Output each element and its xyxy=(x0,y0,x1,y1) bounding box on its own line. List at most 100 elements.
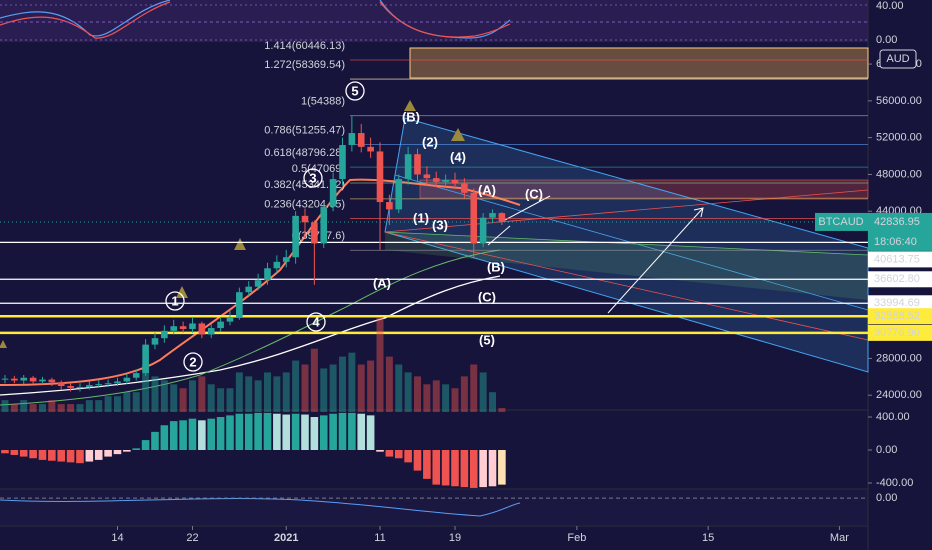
volume-bar xyxy=(479,372,487,412)
macd-bar xyxy=(498,450,506,485)
fan-line xyxy=(384,189,869,233)
wave-label: (1) xyxy=(413,210,429,225)
macd-bar xyxy=(207,418,216,450)
fib-label: 1.414(60446.13) xyxy=(264,40,345,52)
symbol-tag xyxy=(815,212,868,231)
oscillator-pane xyxy=(0,0,868,42)
x-tick-label: Feb xyxy=(567,532,586,544)
macd-bar xyxy=(319,415,328,450)
candle-body xyxy=(11,378,18,381)
macd-bar xyxy=(273,413,281,450)
volume-bar xyxy=(348,352,356,412)
macd-bar xyxy=(385,450,394,457)
candle-body xyxy=(498,213,506,222)
macd-bar xyxy=(29,450,37,459)
volume-bar xyxy=(376,317,384,412)
last-price-tag xyxy=(868,212,932,251)
candle-body xyxy=(395,179,403,210)
macd-bar xyxy=(188,418,197,450)
volume-bar xyxy=(20,400,28,412)
candle-body xyxy=(207,328,215,335)
macd-bar xyxy=(254,412,262,450)
macd-bar xyxy=(169,421,178,450)
x-tick-label: 14 xyxy=(111,532,123,544)
macd-bar xyxy=(441,450,450,486)
volume-bar xyxy=(160,380,168,412)
volume-bar xyxy=(498,408,506,412)
price-tag xyxy=(868,308,932,325)
wave-label: (A) xyxy=(478,182,496,197)
volume-bar xyxy=(451,388,459,412)
y-tick-label: 48000.00 xyxy=(876,168,922,180)
wave-circle xyxy=(345,81,365,101)
signal-marker xyxy=(176,286,188,298)
candle-body xyxy=(170,326,178,331)
projection-arrow xyxy=(504,195,551,221)
candle-body xyxy=(357,133,365,147)
lower-pane xyxy=(0,490,868,525)
signal-marker xyxy=(0,340,7,348)
volume-bar xyxy=(489,392,497,412)
oscillator-signal xyxy=(0,1,511,39)
volume-bar xyxy=(151,376,159,412)
macd-bar xyxy=(376,450,384,452)
candle-body xyxy=(470,192,478,244)
macd-bar xyxy=(198,420,206,450)
countdown: 18:06:40 xyxy=(874,236,917,248)
macd-bar xyxy=(423,450,431,479)
macd-bar xyxy=(310,417,319,450)
volume-bar xyxy=(301,364,309,412)
candle-body xyxy=(29,377,37,382)
fib-label: 0(39757.6) xyxy=(292,230,345,242)
signal-marker xyxy=(404,100,416,111)
candle-body xyxy=(123,377,131,382)
candle-body xyxy=(67,386,74,388)
volume-bar xyxy=(329,364,337,412)
macd-bar xyxy=(141,440,150,450)
macd-bar xyxy=(10,450,19,455)
volume-bar xyxy=(57,404,65,412)
macd-bar xyxy=(151,431,159,450)
macd-bar xyxy=(244,413,253,450)
y-tick-label: 56000.00 xyxy=(876,95,922,107)
candle-body xyxy=(339,145,346,180)
price-tag-label: 32588.52 xyxy=(874,310,920,322)
price-tag xyxy=(868,251,932,268)
wave-label: (4) xyxy=(450,149,466,164)
price-tag xyxy=(868,295,932,312)
fib-label: 0.786(51255.47) xyxy=(264,124,345,136)
macd-bar xyxy=(357,413,366,450)
candle-body xyxy=(95,384,103,386)
candle-body xyxy=(20,377,28,381)
candle-body xyxy=(39,379,46,382)
macd-bar xyxy=(469,450,478,488)
wave-circle xyxy=(165,291,185,311)
x-tick-label: 19 xyxy=(449,532,461,544)
macd-bar xyxy=(216,417,225,450)
macd-bar xyxy=(404,450,412,463)
candle-body xyxy=(451,179,459,184)
x-tick-label: 22 xyxy=(186,532,198,544)
volume-bar xyxy=(170,384,178,412)
parallel-channel xyxy=(384,117,869,373)
wave-label: 3 xyxy=(309,170,316,185)
volume-bar xyxy=(338,356,346,412)
volume-bar xyxy=(292,360,300,412)
macd-tick-label: -400.00 xyxy=(876,477,913,489)
volume-bar xyxy=(460,376,468,412)
volume-bar xyxy=(273,376,281,412)
wave-label: (C) xyxy=(478,289,496,304)
candle-body xyxy=(161,330,168,339)
macd-bar xyxy=(57,450,66,462)
y-tick-label: 24000.00 xyxy=(876,389,922,401)
macd-bar xyxy=(394,450,403,459)
candle-body xyxy=(76,386,84,388)
volume-bar xyxy=(29,404,37,412)
x-tick-label: Mar xyxy=(830,532,849,544)
price-tag xyxy=(868,324,932,341)
signal-marker xyxy=(234,238,246,250)
wave-label: (C) xyxy=(525,186,543,201)
macd-bar xyxy=(66,450,75,463)
projection-arrow xyxy=(607,207,704,314)
candle-body xyxy=(414,154,421,175)
